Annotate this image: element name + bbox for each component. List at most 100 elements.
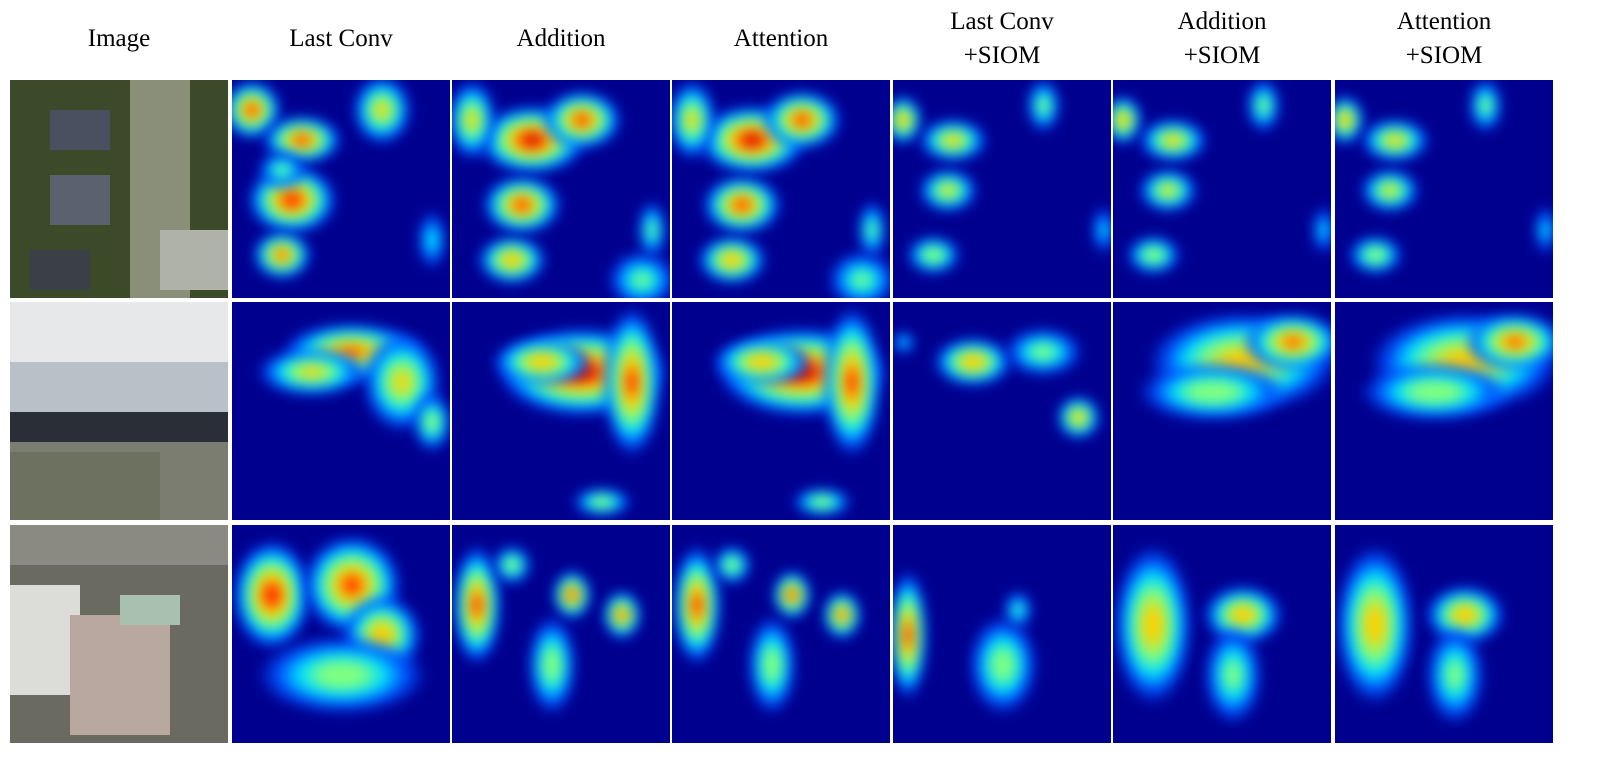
- activation-blob: [1203, 625, 1263, 725]
- activation-blob: [1245, 80, 1281, 133]
- activation-blob: [933, 337, 1013, 387]
- activation-blob: [257, 150, 307, 190]
- activation-blob: [792, 487, 852, 517]
- activation-blob: [1003, 590, 1033, 630]
- heatmap-attention-row-2: [672, 302, 890, 520]
- activation-blob: [492, 337, 592, 387]
- activation-blob: [1335, 545, 1415, 705]
- activation-blob: [602, 307, 662, 457]
- aerial-image-row-3: [10, 525, 228, 743]
- activation-blob: [822, 307, 882, 457]
- activation-blob: [1138, 167, 1198, 213]
- heatmap-attention-row-3: [672, 525, 890, 743]
- activation-blob: [1425, 625, 1485, 725]
- heatmap-last-conv-siom-row-2: [893, 302, 1111, 520]
- activation-blob: [417, 210, 447, 270]
- activation-blob: [1310, 205, 1331, 255]
- activation-blob: [893, 570, 928, 700]
- activation-blob: [918, 167, 978, 213]
- activation-blob: [857, 200, 887, 260]
- column-header-last-conv: Last Conv: [232, 0, 450, 78]
- activation-blob: [1055, 394, 1101, 440]
- column-header-text: +SIOM: [1183, 42, 1261, 69]
- activation-blob: [905, 235, 961, 275]
- activation-blob: [552, 570, 592, 620]
- column-header-addition: Addition: [452, 0, 670, 78]
- activation-blob: [712, 545, 752, 585]
- activation-blob: [822, 590, 862, 640]
- activation-blob: [1532, 205, 1553, 255]
- activation-blob: [827, 250, 890, 298]
- activation-blob: [572, 487, 632, 517]
- column-header-text: Image: [87, 25, 151, 52]
- aerial-image-row-2: [10, 302, 228, 520]
- column-header-text: Last Conv: [950, 8, 1054, 35]
- activation-blob: [1025, 80, 1061, 133]
- activation-blob: [492, 545, 532, 585]
- column-header-text: Last Conv: [289, 25, 393, 52]
- activation-blob: [747, 615, 797, 715]
- activation-blob: [1360, 362, 1510, 422]
- activation-blob: [1467, 80, 1503, 133]
- column-header-text: Attention: [1396, 8, 1492, 35]
- activation-blob: [477, 235, 547, 285]
- activation-blob: [1090, 205, 1111, 255]
- heatmap-addition-row-3: [452, 525, 670, 743]
- heatmap-attention-siom-row-3: [1335, 525, 1553, 743]
- column-header-text: Attention: [733, 25, 829, 52]
- column-header-text: +SIOM: [1405, 42, 1483, 69]
- activation-blob: [452, 80, 497, 160]
- activation-blob: [257, 635, 427, 715]
- activation-blob: [252, 230, 312, 280]
- activation-blob: [1465, 312, 1553, 372]
- heatmap-addition-siom-row-3: [1113, 525, 1331, 743]
- activation-blob: [918, 117, 988, 163]
- activation-blob: [527, 615, 577, 715]
- activation-blob: [1113, 545, 1193, 705]
- column-header-last-conv-siom: Last Conv +SIOM: [893, 0, 1111, 78]
- column-header-attention-siom: Attention +SIOM: [1335, 0, 1553, 78]
- heatmap-attention-siom-row-2: [1335, 302, 1553, 520]
- image-region: [30, 250, 90, 290]
- activation-blob: [482, 175, 562, 235]
- activation-blob: [232, 540, 312, 650]
- activation-blob: [637, 200, 667, 260]
- activation-blob: [762, 90, 842, 150]
- image-region: [10, 452, 160, 520]
- activation-blob: [1138, 362, 1288, 422]
- activation-blob: [1360, 117, 1430, 163]
- activation-blob: [968, 615, 1038, 715]
- activation-blob: [893, 329, 916, 355]
- activation-blob: [607, 250, 670, 298]
- activation-blob: [1347, 235, 1403, 275]
- image-region: [10, 302, 228, 372]
- activation-blob: [1138, 117, 1208, 163]
- activation-blob: [702, 175, 782, 235]
- column-header-addition-siom: Addition +SIOM: [1113, 0, 1331, 78]
- activation-blob: [542, 90, 622, 150]
- heatmap-addition-row-2: [452, 302, 670, 520]
- activation-blob: [352, 80, 412, 145]
- heatmap-last-conv-siom-row-1: [893, 80, 1111, 298]
- heatmap-last-conv-row-2: [232, 302, 450, 520]
- image-region: [50, 175, 110, 225]
- heatmap-last-conv-row-3: [232, 525, 450, 743]
- image-region: [50, 110, 110, 150]
- activation-blob: [412, 392, 450, 452]
- activation-blob: [602, 590, 642, 640]
- activation-blob: [672, 80, 717, 160]
- column-header-text: +SIOM: [963, 42, 1041, 69]
- activation-blob: [697, 235, 767, 285]
- image-region: [10, 585, 80, 695]
- image-region: [70, 615, 170, 735]
- heatmap-addition-siom-row-2: [1113, 302, 1331, 520]
- activation-blob: [1243, 312, 1331, 372]
- column-header-attention: Attention: [672, 0, 890, 78]
- heatmap-addition-siom-row-1: [1113, 80, 1331, 298]
- activation-blob: [712, 337, 812, 387]
- activation-blob: [772, 570, 812, 620]
- image-region: [160, 230, 228, 290]
- image-region: [10, 525, 228, 565]
- activation-blob: [1125, 235, 1181, 275]
- aerial-image-row-1: [10, 80, 228, 298]
